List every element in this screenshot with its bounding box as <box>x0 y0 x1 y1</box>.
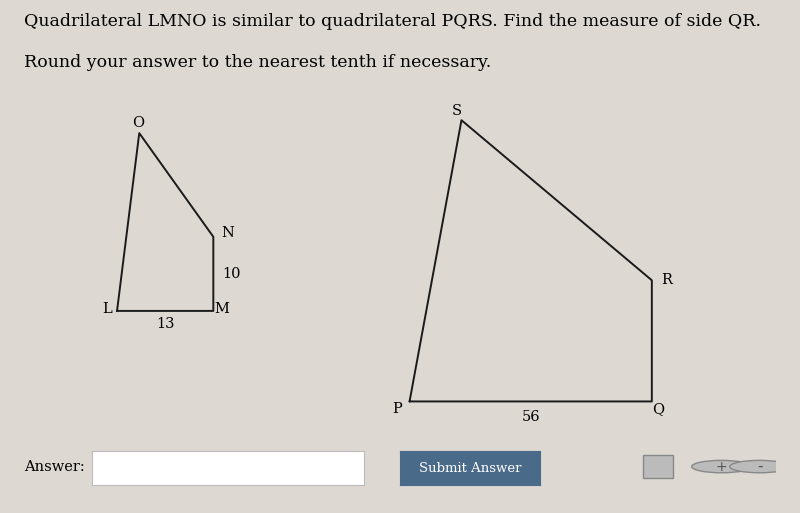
Text: Q: Q <box>652 402 664 416</box>
Text: N: N <box>222 226 234 240</box>
Text: Answer:: Answer: <box>24 460 85 474</box>
Text: 10: 10 <box>222 267 241 281</box>
Text: 13: 13 <box>156 317 174 331</box>
Text: 56: 56 <box>522 409 540 424</box>
Text: R: R <box>662 273 673 287</box>
FancyBboxPatch shape <box>642 456 673 478</box>
Text: O: O <box>132 116 144 130</box>
Circle shape <box>730 460 790 473</box>
Text: L: L <box>102 303 112 317</box>
Text: Submit Answer: Submit Answer <box>418 462 522 475</box>
Text: P: P <box>393 402 402 416</box>
Text: +: + <box>716 460 727 473</box>
Text: M: M <box>214 303 230 317</box>
Circle shape <box>692 460 751 473</box>
Text: Round your answer to the nearest tenth if necessary.: Round your answer to the nearest tenth i… <box>24 54 491 71</box>
Text: Quadrilateral LMNO is similar to quadrilateral PQRS. Find the measure of side QR: Quadrilateral LMNO is similar to quadril… <box>24 13 761 30</box>
Text: S: S <box>452 104 462 117</box>
Text: -: - <box>757 459 762 474</box>
